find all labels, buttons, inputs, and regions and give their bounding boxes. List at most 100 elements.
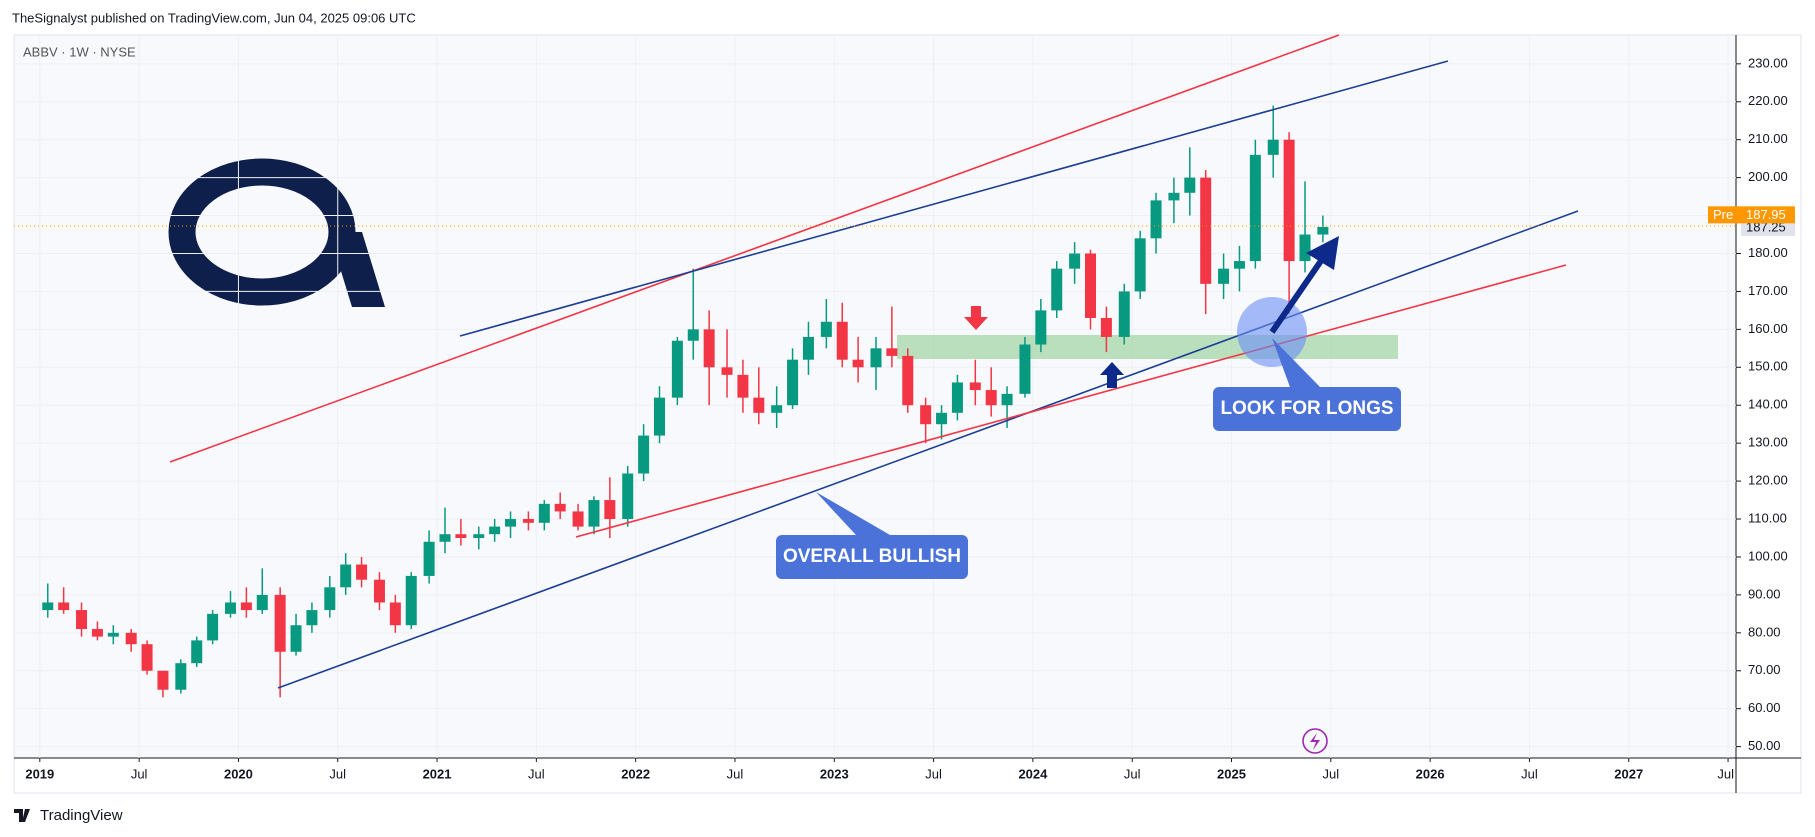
- candle-body: [1299, 234, 1311, 262]
- y-tick-label: 100.00: [1748, 548, 1788, 563]
- y-tick-label: 220.00: [1748, 93, 1788, 108]
- x-tick-label: 2023: [820, 766, 849, 781]
- plot-area: [14, 35, 1736, 758]
- candle-body: [787, 359, 799, 406]
- x-tick-label: Jul: [1323, 766, 1340, 781]
- y-tick-label: 160.00: [1748, 321, 1788, 336]
- candle-body: [687, 329, 699, 341]
- y-tick-label: 120.00: [1748, 473, 1788, 488]
- candle-body: [920, 405, 932, 425]
- x-tick-label: 2020: [224, 766, 253, 781]
- candle-body: [306, 610, 318, 626]
- candle-body: [1084, 253, 1096, 318]
- candle-body: [141, 644, 153, 671]
- candle-body: [473, 534, 485, 538]
- candle-body: [802, 336, 814, 360]
- candle-body: [505, 519, 517, 527]
- candle-body: [902, 355, 914, 406]
- candle-body: [638, 435, 650, 474]
- last-price-box: [1741, 219, 1795, 236]
- candle-body: [207, 613, 219, 641]
- frame: [13, 34, 1802, 794]
- candle-body: [224, 602, 236, 614]
- candle-body: [1134, 238, 1146, 292]
- candle-body: [191, 640, 203, 664]
- x-tick-label: Jul: [528, 766, 545, 781]
- x-tick-label: Jul: [131, 766, 148, 781]
- candle-body: [1001, 393, 1013, 406]
- candle-body: [538, 503, 550, 523]
- candle-body: [290, 625, 302, 652]
- x-tick-label: Jul: [1717, 766, 1734, 781]
- candle-body: [175, 663, 187, 690]
- candle-body: [439, 534, 451, 542]
- annotation: OVERALL BULLISH: [783, 546, 961, 567]
- drawings: [169, 34, 1579, 754]
- candle-body: [76, 610, 88, 630]
- candle-body: [1019, 344, 1031, 394]
- y-tick-label: 90.00: [1748, 586, 1781, 601]
- candle-body: [423, 541, 435, 576]
- candle-body: [340, 564, 352, 588]
- candle-body: [489, 526, 501, 535]
- candle-body: [1233, 261, 1245, 269]
- candle-body: [622, 473, 634, 520]
- x-tick-label: Jul: [727, 766, 744, 781]
- footer-brand: TradingView: [40, 807, 123, 824]
- candles: [42, 105, 1329, 698]
- y-tick-label: 140.00: [1748, 397, 1788, 412]
- candle-body: [1184, 177, 1196, 193]
- candle-body: [240, 602, 252, 611]
- pre-market-box: [1708, 206, 1795, 224]
- pre-market-price: 187.95: [1746, 207, 1786, 222]
- candle-body: [1150, 200, 1162, 239]
- candle-body: [572, 511, 584, 527]
- x-tick-label: 2027: [1614, 766, 1643, 781]
- candle-body: [936, 412, 948, 425]
- candle-body: [58, 602, 70, 611]
- candle-body: [554, 503, 566, 512]
- candle-body: [455, 534, 467, 538]
- candle-body: [1069, 253, 1081, 269]
- candle-body: [42, 602, 54, 611]
- y-tick-label: 200.00: [1748, 169, 1788, 184]
- candle-body: [125, 632, 137, 645]
- y-tick-label: 70.00: [1748, 662, 1781, 677]
- symbol-title: ABBV · 1W · NYSE: [23, 44, 136, 59]
- candle-body: [1317, 226, 1329, 235]
- y-tick-label: 180.00: [1748, 245, 1788, 260]
- y-tick-label: 230.00: [1748, 55, 1788, 70]
- x-tick-label: 2021: [423, 766, 452, 781]
- candle-body: [886, 348, 898, 356]
- y-tick-label: 170.00: [1748, 283, 1788, 298]
- candle-body: [356, 564, 368, 580]
- candle-body: [588, 500, 600, 527]
- candle-body: [405, 575, 417, 626]
- candle-body: [1118, 291, 1130, 337]
- candle-body: [1200, 177, 1212, 284]
- pre-market-tag: Pre: [1713, 207, 1733, 222]
- candle-body: [1035, 310, 1047, 345]
- logo: [168, 158, 385, 307]
- candle-body: [107, 632, 119, 637]
- x-tick-label: 2024: [1018, 766, 1048, 781]
- y-tick-label: 50.00: [1748, 738, 1781, 753]
- candle-body: [852, 359, 864, 368]
- candle-body: [604, 500, 616, 520]
- candle-body: [324, 587, 336, 611]
- y-tick-label: 210.00: [1748, 131, 1788, 146]
- candle-body: [820, 321, 832, 337]
- candle-body: [870, 348, 882, 368]
- candle-body: [157, 670, 169, 690]
- candle-body: [1051, 268, 1063, 311]
- candle-body: [274, 594, 286, 652]
- candle-body: [771, 405, 783, 413]
- candle-body: [836, 321, 848, 360]
- footer: TradingView: [14, 807, 123, 824]
- candle-body: [1267, 139, 1279, 155]
- x-tick-label: 2025: [1217, 766, 1246, 781]
- header: TheSignalyst published on TradingView.co…: [12, 10, 416, 25]
- candle-body: [753, 397, 765, 413]
- candle-body: [1168, 192, 1180, 201]
